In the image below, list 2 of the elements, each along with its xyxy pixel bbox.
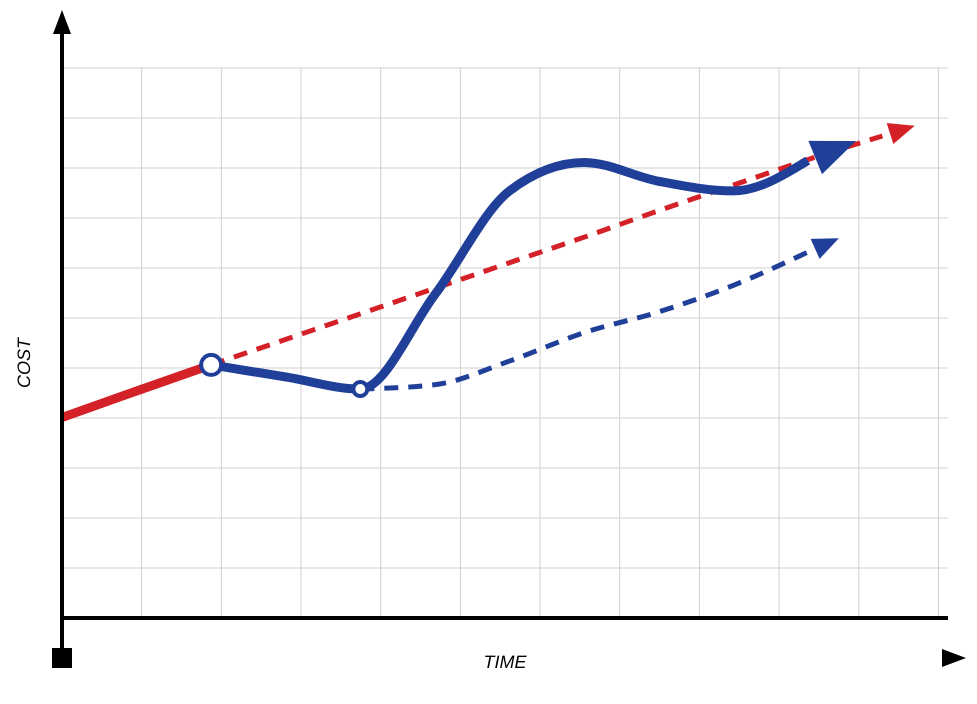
x-axis-title: TIME [484, 652, 528, 672]
y-axis-title: COST [14, 336, 34, 388]
